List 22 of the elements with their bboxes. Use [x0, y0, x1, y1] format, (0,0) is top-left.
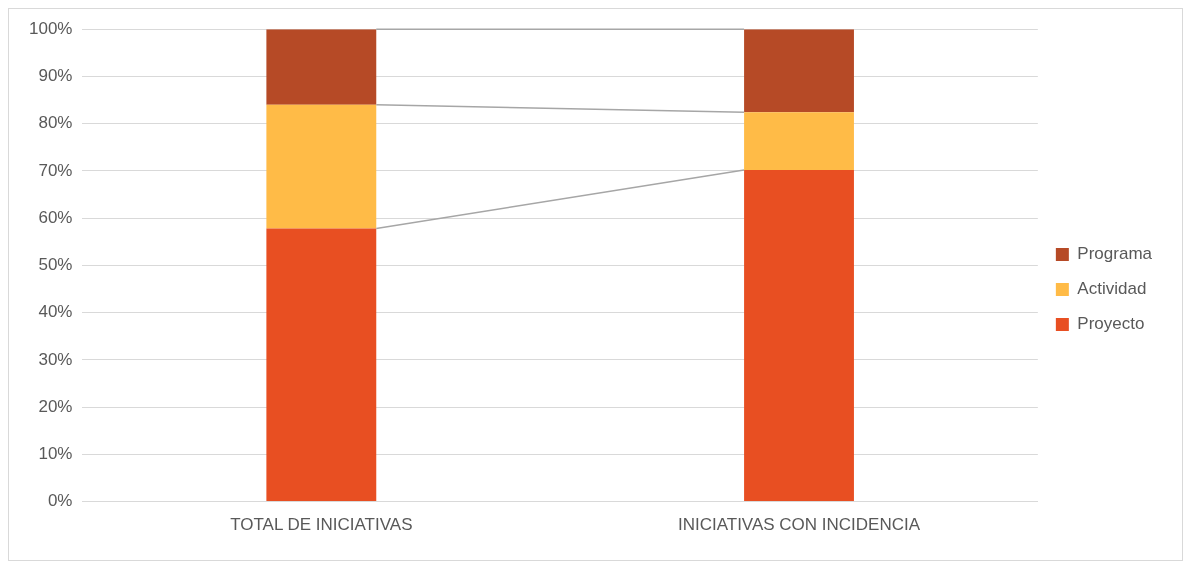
bar	[744, 112, 854, 170]
legend-label: Programa	[1077, 244, 1153, 264]
bar	[266, 29, 377, 105]
legend-label: Actividad	[1077, 279, 1147, 299]
x-tick-label: TOTAL DE INICIATIVAS	[230, 515, 413, 535]
y-tick-label: 90%	[38, 66, 73, 86]
bar	[266, 104, 377, 229]
legend-label: Proyecto	[1077, 314, 1145, 334]
y-tick-label: 100%	[29, 18, 73, 38]
y-tick-label: 50%	[38, 255, 73, 275]
y-tick-label: 10%	[38, 444, 73, 464]
bar	[744, 169, 854, 502]
y-tick-label: 80%	[38, 113, 73, 133]
bar	[744, 29, 854, 113]
bar	[266, 228, 377, 502]
x-tick-label: INICIATIVAS CON INCIDENCIA	[677, 515, 921, 535]
y-tick-label: 20%	[38, 396, 73, 416]
y-tick-label: 60%	[38, 207, 73, 227]
y-tick-label: 0%	[47, 491, 73, 511]
y-tick-label: 70%	[38, 160, 73, 180]
y-tick-label: 40%	[38, 302, 73, 322]
y-tick-label: 30%	[38, 349, 73, 369]
